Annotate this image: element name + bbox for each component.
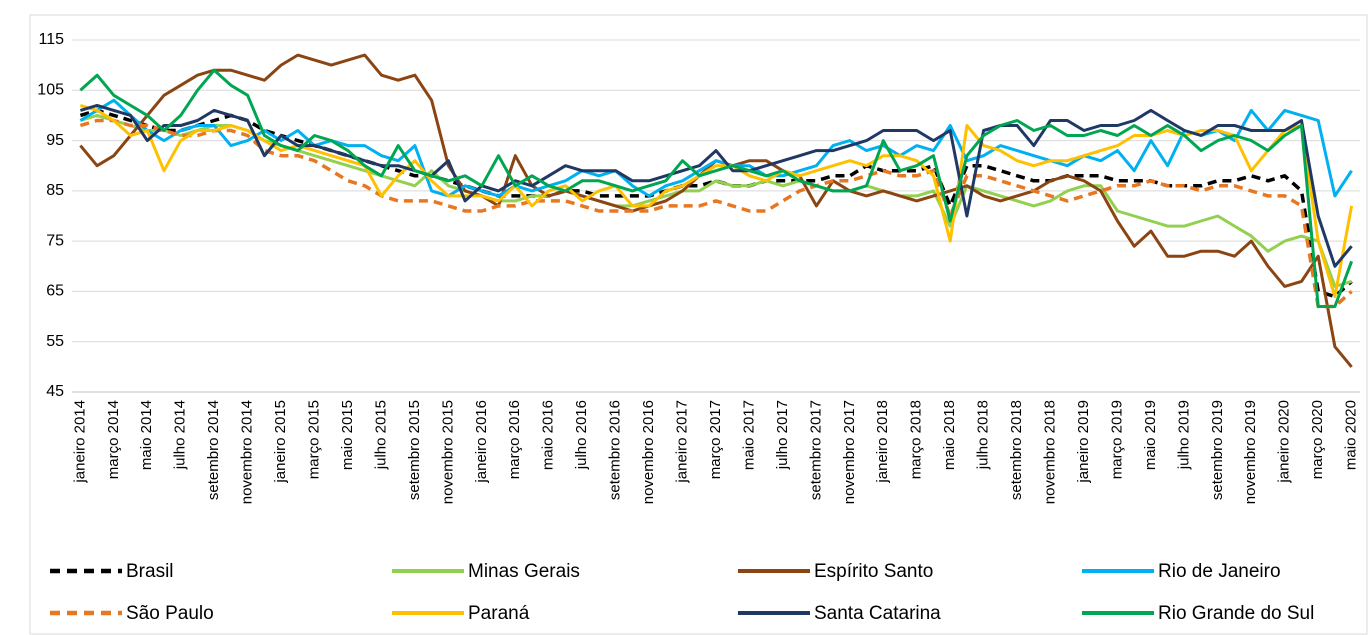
x-tick-label: julho 2015 xyxy=(372,400,389,470)
y-tick-label: 115 xyxy=(38,31,64,48)
x-tick-label: julho 2017 xyxy=(774,400,791,470)
x-tick-label: janeiro 2019 xyxy=(1075,400,1092,484)
y-tick-label: 45 xyxy=(46,383,64,400)
x-tick-label: julho 2016 xyxy=(573,400,590,470)
legend-label: São Paulo xyxy=(126,603,214,624)
x-tick-label: maio 2014 xyxy=(138,400,155,470)
x-tick-label: maio 2019 xyxy=(1142,400,1159,470)
x-tick-label: setembro 2015 xyxy=(406,400,423,500)
legend-label: Brasil xyxy=(126,561,174,582)
x-tick-label: maio 2017 xyxy=(740,400,757,470)
x-tick-label: julho 2018 xyxy=(975,400,992,470)
legend-label: Santa Catarina xyxy=(814,603,941,624)
x-tick-label: março 2018 xyxy=(908,400,925,479)
series-line xyxy=(79,98,1353,198)
x-tick-label: março 2014 xyxy=(105,400,122,479)
x-tick-label: novembro 2019 xyxy=(1242,400,1259,504)
x-tick-label: janeiro 2017 xyxy=(674,400,691,484)
x-tick-label: novembro 2017 xyxy=(841,400,858,504)
x-tick-label: janeiro 2016 xyxy=(473,400,490,484)
x-tick-label: março 2017 xyxy=(707,400,724,479)
x-tick-label: novembro 2018 xyxy=(1042,400,1059,504)
x-tick-label: maio 2018 xyxy=(941,400,958,470)
x-tick-label: março 2015 xyxy=(306,400,323,479)
x-tick-label: março 2016 xyxy=(506,400,523,479)
x-tick-label: setembro 2014 xyxy=(205,400,222,500)
y-tick-label: 95 xyxy=(46,132,64,149)
x-tick-label: setembro 2017 xyxy=(807,400,824,500)
x-tick-label: março 2019 xyxy=(1108,400,1125,479)
chart-frame xyxy=(29,14,1368,635)
x-tick-label: novembro 2016 xyxy=(640,400,657,504)
x-tick-label: março 2020 xyxy=(1309,400,1326,479)
x-tick-label: setembro 2019 xyxy=(1209,400,1226,500)
x-tick-label: maio 2020 xyxy=(1343,400,1360,470)
y-tick-label: 75 xyxy=(46,232,64,249)
series-line xyxy=(79,118,1353,309)
x-tick-label: julho 2014 xyxy=(172,400,189,470)
x-tick-label: janeiro 2018 xyxy=(874,400,891,484)
legend-label: Paraná xyxy=(468,603,530,624)
x-tick-label: janeiro 2014 xyxy=(71,400,88,484)
y-tick-label: 85 xyxy=(46,182,64,199)
series-line xyxy=(79,103,1354,298)
y-tick-label: 55 xyxy=(46,333,64,350)
series-line xyxy=(79,68,1354,308)
legend-label: Espírito Santo xyxy=(814,561,933,582)
x-tick-label: janeiro 2020 xyxy=(1276,400,1293,484)
legend-label: Rio de Janeiro xyxy=(1158,561,1281,582)
series-line xyxy=(79,53,1353,368)
x-tick-label: setembro 2016 xyxy=(607,400,624,500)
x-tick-label: novembro 2014 xyxy=(239,400,256,504)
series-line xyxy=(79,103,1353,268)
x-tick-label: setembro 2018 xyxy=(1008,400,1025,500)
legend-label: Minas Gerais xyxy=(468,561,580,582)
y-tick-label: 105 xyxy=(37,82,64,99)
x-tick-label: maio 2015 xyxy=(339,400,356,470)
x-tick-label: novembro 2015 xyxy=(439,400,456,504)
y-tick-label: 65 xyxy=(46,283,64,300)
series-line xyxy=(79,108,1353,299)
x-tick-label: julho 2019 xyxy=(1175,400,1192,470)
legend-label: Rio Grande do Sul xyxy=(1158,603,1314,624)
x-tick-label: maio 2016 xyxy=(540,400,557,470)
x-tick-label: janeiro 2015 xyxy=(272,400,289,484)
